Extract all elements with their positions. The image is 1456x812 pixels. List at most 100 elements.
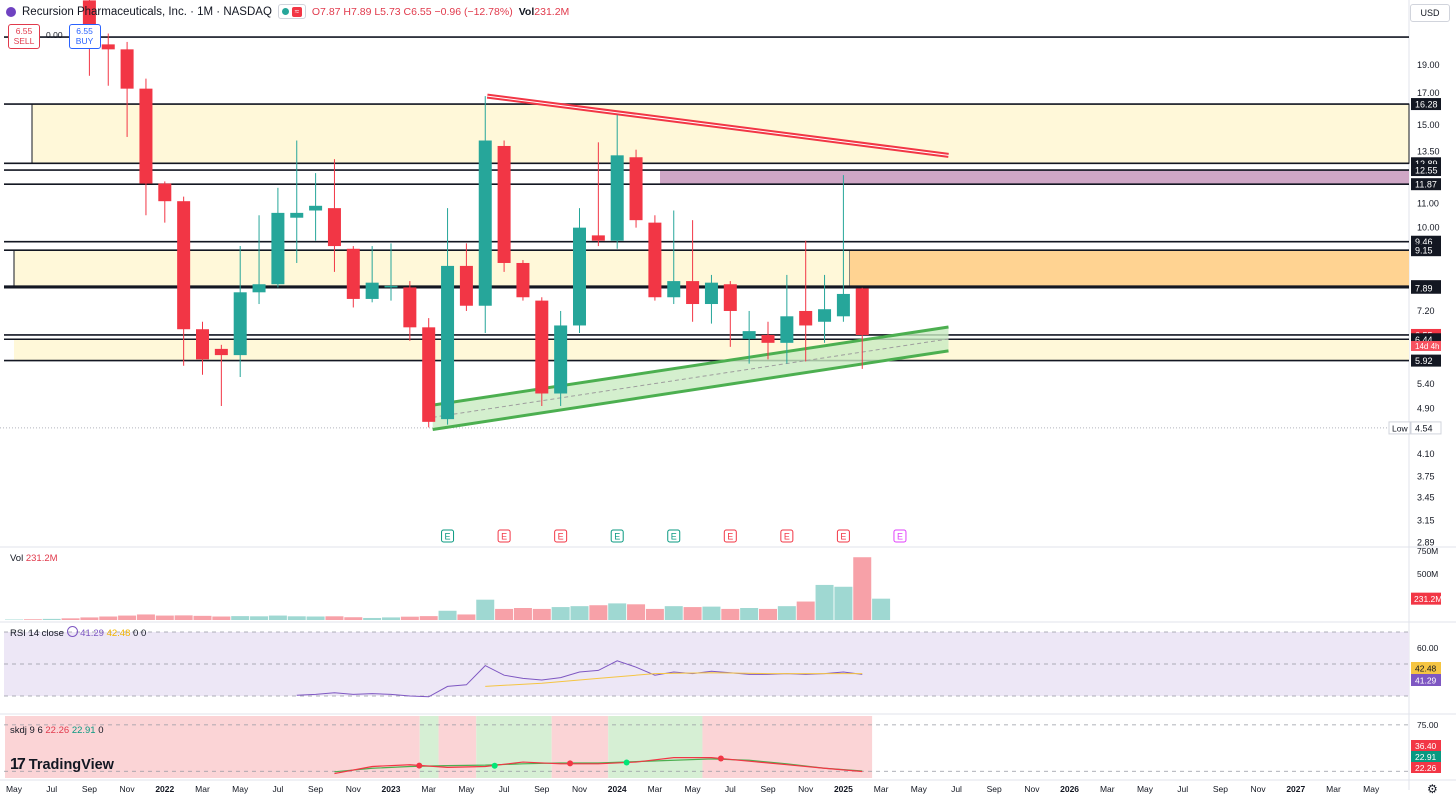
candle-body[interactable] [366, 283, 379, 299]
candle-body[interactable] [102, 44, 115, 49]
buy-button[interactable]: 6.55 BUY [69, 24, 101, 49]
candle-body[interactable] [271, 213, 284, 284]
zone-box [32, 104, 1409, 163]
time-axis-label: May [685, 784, 702, 794]
candle-body[interactable] [667, 281, 680, 297]
sell-button[interactable]: 6.55 SELL [8, 24, 40, 49]
candle-body[interactable] [253, 284, 266, 292]
volume-bar [325, 616, 343, 620]
volume-bar [99, 616, 117, 620]
price-axis-tick: 5.40 [1417, 379, 1435, 389]
candle-body[interactable] [234, 292, 247, 355]
candle-body[interactable] [196, 329, 209, 359]
candle-body[interactable] [856, 288, 869, 335]
candle-body[interactable] [592, 235, 605, 240]
candle-body[interactable] [460, 266, 473, 306]
candle-body[interactable] [818, 309, 831, 322]
volume-pane-legend: Vol 231.2M [10, 553, 58, 564]
earnings-marker-icon[interactable]: E [837, 530, 849, 542]
earnings-marker-icon[interactable]: E [668, 530, 680, 542]
skdj-value-label: 22.26 [1415, 763, 1437, 773]
time-axis-label: Mar [421, 784, 436, 794]
rsi-settings-icon[interactable] [67, 626, 78, 637]
candle-body[interactable] [479, 141, 492, 306]
earnings-marker-icon[interactable]: E [442, 530, 454, 542]
candle-body[interactable] [347, 249, 360, 299]
earnings-marker-icon[interactable]: E [555, 530, 567, 542]
earnings-marker-icon[interactable]: E [894, 530, 906, 542]
skdj-extra-value: 0 [98, 725, 103, 736]
volume-bar [43, 619, 61, 620]
candle-body[interactable] [573, 228, 586, 326]
candle-body[interactable] [177, 201, 190, 329]
rsi-ma-value-label: 42.48 [1415, 664, 1437, 674]
buy-price: 6.55 [70, 26, 100, 36]
candle-body[interactable] [516, 263, 529, 297]
candle-body[interactable] [328, 208, 341, 246]
volume-pane-title: Vol [10, 553, 23, 564]
candle-body[interactable] [535, 301, 548, 394]
candle-body[interactable] [158, 184, 171, 202]
earnings-marker-label: E [897, 532, 903, 542]
candle-body[interactable] [215, 349, 228, 355]
volume-bar [457, 614, 475, 620]
candle-body[interactable] [309, 206, 322, 211]
tradingview-logo-text: TradingView [29, 757, 114, 773]
candle-body[interactable] [554, 325, 567, 393]
candle-body[interactable] [724, 284, 737, 311]
market-status[interactable]: ≈ [278, 4, 306, 19]
settings-gear-icon[interactable]: ⚙ [1427, 782, 1438, 796]
earnings-marker-icon[interactable]: E [611, 530, 623, 542]
rsi-pane-extra-2: 0 [141, 628, 146, 639]
skdj-shading [476, 716, 551, 778]
time-axis-label: 2026 [1060, 784, 1079, 794]
currency-selector[interactable]: USD [1410, 4, 1450, 22]
price-axis-label-text: 12.55 [1415, 166, 1438, 176]
candle-body[interactable] [385, 286, 398, 288]
volume-bar [646, 609, 664, 620]
volume-bar [137, 614, 155, 620]
time-axis-label: May [911, 784, 928, 794]
candle-body[interactable] [762, 335, 775, 343]
price-axis-label: 9.15 [1411, 244, 1441, 256]
candle-body[interactable] [705, 283, 718, 304]
candle-body[interactable] [139, 89, 152, 184]
candle-body[interactable] [686, 281, 699, 304]
volume-bar [175, 615, 193, 620]
price-axis-label: 5.92 [1411, 355, 1441, 367]
skdj-cross-point [567, 760, 573, 766]
candle-body[interactable] [498, 146, 511, 263]
candle-body[interactable] [630, 157, 643, 220]
rsi-pane-extra-1: 0 [133, 628, 138, 639]
volume-bar [24, 619, 42, 620]
time-axis-label: 2024 [608, 784, 627, 794]
candle-body[interactable] [290, 213, 303, 218]
candle-body[interactable] [648, 223, 661, 298]
symbol-legend: Recursion Pharmaceuticals, Inc. · 1M · N… [6, 4, 569, 19]
earnings-marker-label: E [501, 532, 507, 542]
time-axis-label: Mar [1326, 784, 1341, 794]
time-axis-label: 2022 [155, 784, 174, 794]
candle-body[interactable] [121, 49, 134, 88]
candle-body[interactable] [743, 331, 756, 339]
symbol-title[interactable]: Recursion Pharmaceuticals, Inc. · 1M · N… [22, 6, 272, 18]
time-axis-label: Mar [1100, 784, 1115, 794]
volume-bar [721, 609, 739, 620]
candle-body[interactable] [780, 316, 793, 343]
time-axis-label: Sep [308, 784, 323, 794]
volume-readout-value: 231.2M [534, 6, 569, 18]
candle-body[interactable] [403, 287, 416, 327]
tradingview-logo[interactable]: 17 TradingView [10, 756, 114, 774]
skdj-shading [702, 716, 872, 778]
candle-body[interactable] [837, 294, 850, 316]
earnings-marker-icon[interactable]: E [724, 530, 736, 542]
low-marker-label: Low [1392, 423, 1408, 433]
price-axis-tick: 19.00 [1417, 60, 1440, 70]
earnings-marker-icon[interactable]: E [781, 530, 793, 542]
candle-body[interactable] [422, 327, 435, 422]
earnings-marker-icon[interactable]: E [498, 530, 510, 542]
candle-body[interactable] [441, 266, 454, 419]
candle-body[interactable] [611, 155, 624, 240]
candle-body[interactable] [799, 311, 812, 325]
